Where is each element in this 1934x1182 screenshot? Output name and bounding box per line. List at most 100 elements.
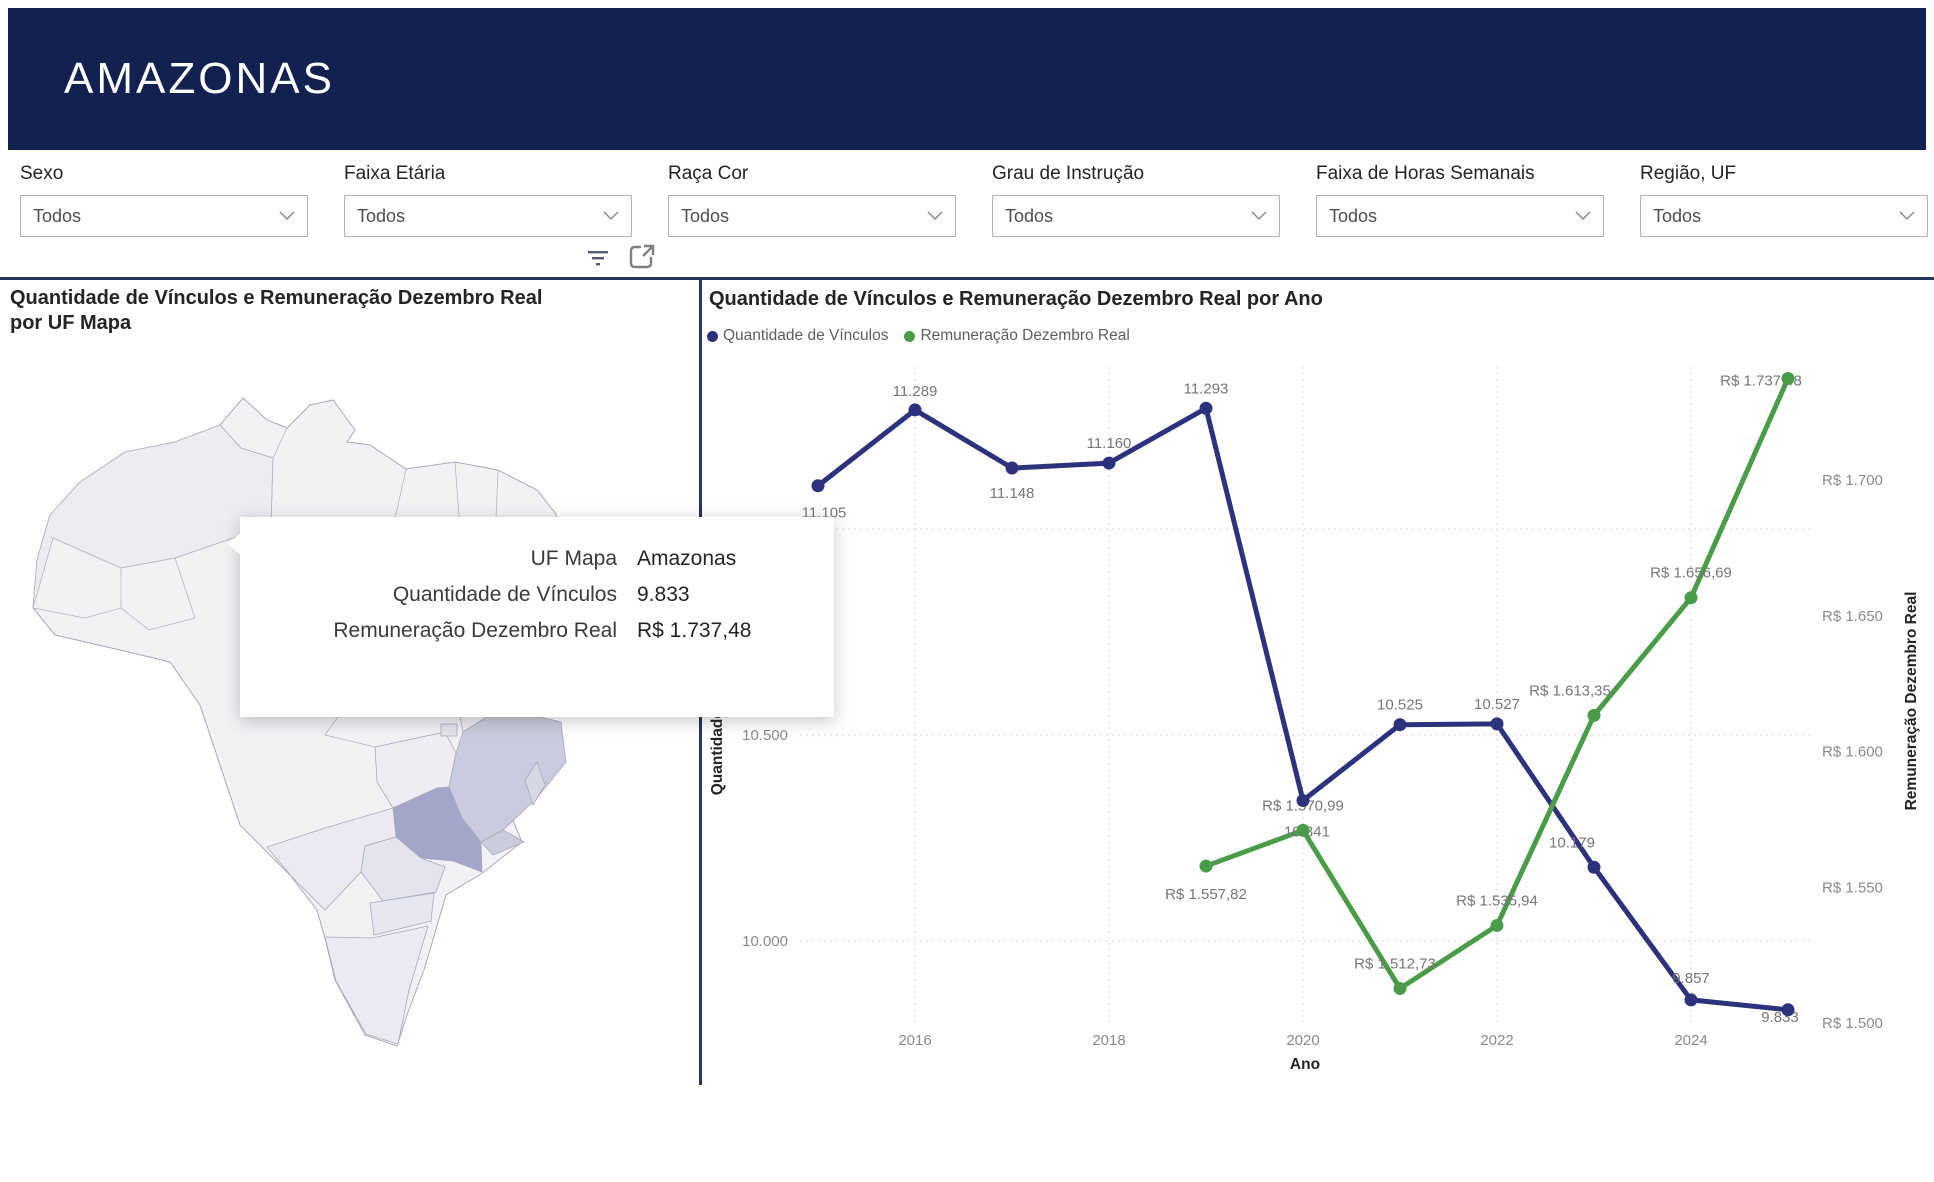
right-tick-label: R$ 1.700 [1822,472,1883,489]
chevron-down-icon [1575,211,1591,221]
data-label: 10.527 [1474,696,1520,713]
data-point[interactable] [1781,371,1795,385]
tooltip-value: R$ 1.737,48 [637,619,752,642]
filter-grau-instrucao: Grau de Instrução Todos [992,163,1280,237]
data-point[interactable] [1199,859,1213,873]
data-point[interactable] [1393,981,1407,995]
filter-dropdown-grau-instrucao[interactable]: Todos [992,195,1280,237]
page-title: AMAZONAS [64,54,335,103]
filter-bar: Sexo Todos Faixa Etária Todos Raça Cor T… [20,163,1928,237]
dual-axis-line-chart[interactable]: 2016201820202022202410.00010.50011.000R$… [700,283,1934,1085]
filter-faixa-etaria: Faixa Etária Todos [344,163,632,237]
state-espirito-santo[interactable] [524,761,546,806]
chart-visual-title: Quantidade de Vínculos e Remuneração Dez… [709,288,1323,310]
data-label: 9.857 [1672,970,1710,987]
data-point[interactable] [1684,993,1698,1007]
data-point[interactable] [1490,717,1504,731]
filter-dropdown-raca-cor[interactable]: Todos [668,195,956,237]
chevron-down-icon [927,211,943,221]
x-axis-title: Ano [1290,1056,1320,1073]
state-rio-grande-sul[interactable] [324,925,429,1045]
right-tick-label: R$ 1.550 [1822,879,1883,896]
legend-item-vinculos[interactable]: Quantidade de Vínculos [707,327,888,345]
tooltip-row: Remuneração Dezembro Real R$ 1.737,48 [260,619,804,643]
legend-item-remuneracao[interactable]: Remuneração Dezembro Real [904,327,1130,345]
filter-sexo: Sexo Todos [20,163,308,237]
legend-label: Quantidade de Vínculos [723,327,889,344]
right-tick-label: R$ 1.600 [1822,744,1883,761]
dropdown-value: Todos [681,205,730,226]
data-point[interactable] [811,479,825,493]
data-point[interactable] [908,403,922,417]
dropdown-value: Todos [357,205,406,226]
filter-label: Faixa de Horas Semanais [1316,163,1535,184]
report-header: AMAZONAS [8,8,1926,150]
data-point[interactable] [1199,401,1213,415]
data-label: 10.525 [1377,697,1423,714]
data-point[interactable] [1005,461,1019,475]
tooltip-label: UF Mapa [530,547,617,570]
data-label: R$ 1.613,35 [1529,682,1611,699]
data-label: R$ 1.737,48 [1720,372,1802,389]
x-tick-label: 2020 [1286,1032,1319,1049]
dropdown-value: Todos [1329,205,1378,226]
state-parana[interactable] [360,836,446,902]
data-point[interactable] [1490,918,1504,932]
legend-label: Remuneração Dezembro Real [920,327,1130,344]
panel-divider-horizontal [0,277,1934,280]
data-label: R$ 1.535,94 [1456,892,1538,909]
data-point[interactable] [1781,1003,1795,1017]
filter-raca-cor: Raça Cor Todos [668,163,956,237]
data-label: R$ 1.512,73 [1354,955,1436,972]
filter-dropdown-horas-semanais[interactable]: Todos [1316,195,1604,237]
tooltip-label: Remuneração Dezembro Real [333,619,617,642]
x-tick-label: 2018 [1092,1032,1125,1049]
tooltip-value: 9.833 [637,583,690,606]
brazil-map[interactable] [25,390,585,1050]
dropdown-value: Todos [33,205,82,226]
data-point[interactable] [1296,794,1310,808]
data-point[interactable] [1102,456,1116,470]
visual-toolbar [585,242,657,272]
state-df[interactable] [440,723,458,737]
tooltip-row: UF Mapa Amazonas [260,547,804,571]
filter-dropdown-regiao-uf[interactable]: Todos [1640,195,1928,237]
filter-label: Grau de Instrução [992,163,1145,184]
filter-label: Região, UF [1640,163,1737,184]
x-tick-label: 2022 [1480,1032,1513,1049]
map-tooltip: UF Mapa Amazonas Quantidade de Vínculos … [227,517,834,717]
filter-icon[interactable] [585,244,611,270]
data-label: 11.293 [1184,380,1229,397]
chevron-down-icon [603,211,619,221]
tooltip-label: Quantidade de Vínculos [392,583,617,606]
data-label: 11.148 [990,485,1035,502]
filter-regiao-uf: Região, UF Todos [1640,163,1928,237]
filter-horas-semanais: Faixa de Horas Semanais Todos [1316,163,1604,237]
chevron-down-icon [1899,211,1915,221]
data-point[interactable] [1587,708,1601,722]
dropdown-value: Todos [1653,205,1702,226]
legend-dot-icon [904,330,916,342]
data-point[interactable] [1393,718,1407,732]
data-point[interactable] [1296,823,1310,837]
legend-dot-icon [707,330,718,342]
chevron-down-icon [279,211,295,221]
map-visual-title: Quantidade de Vínculos e Remuneração Dez… [10,287,543,334]
x-tick-label: 2024 [1674,1032,1707,1049]
state-santa-catarina[interactable] [369,892,435,936]
filter-label: Raça Cor [668,163,749,184]
tooltip-value: Amazonas [637,547,737,570]
data-label: R$ 1.557,82 [1165,886,1247,903]
state-rio-de-janeiro[interactable] [480,829,525,856]
popout-icon[interactable] [627,242,657,272]
filter-label: Faixa Etária [344,163,446,184]
chart-legend: Quantidade de Vínculos Remuneração Dezem… [707,327,1130,345]
data-label: 11.289 [893,383,938,400]
filter-dropdown-sexo[interactable]: Todos [20,195,308,237]
data-label: R$ 1.656,69 [1650,565,1732,582]
data-point[interactable] [1587,860,1601,874]
right-axis-title: Remuneração Dezembro Real [1903,592,1920,811]
data-point[interactable] [1684,591,1698,605]
filter-dropdown-faixa-etaria[interactable]: Todos [344,195,632,237]
data-label: 10.179 [1549,834,1595,851]
